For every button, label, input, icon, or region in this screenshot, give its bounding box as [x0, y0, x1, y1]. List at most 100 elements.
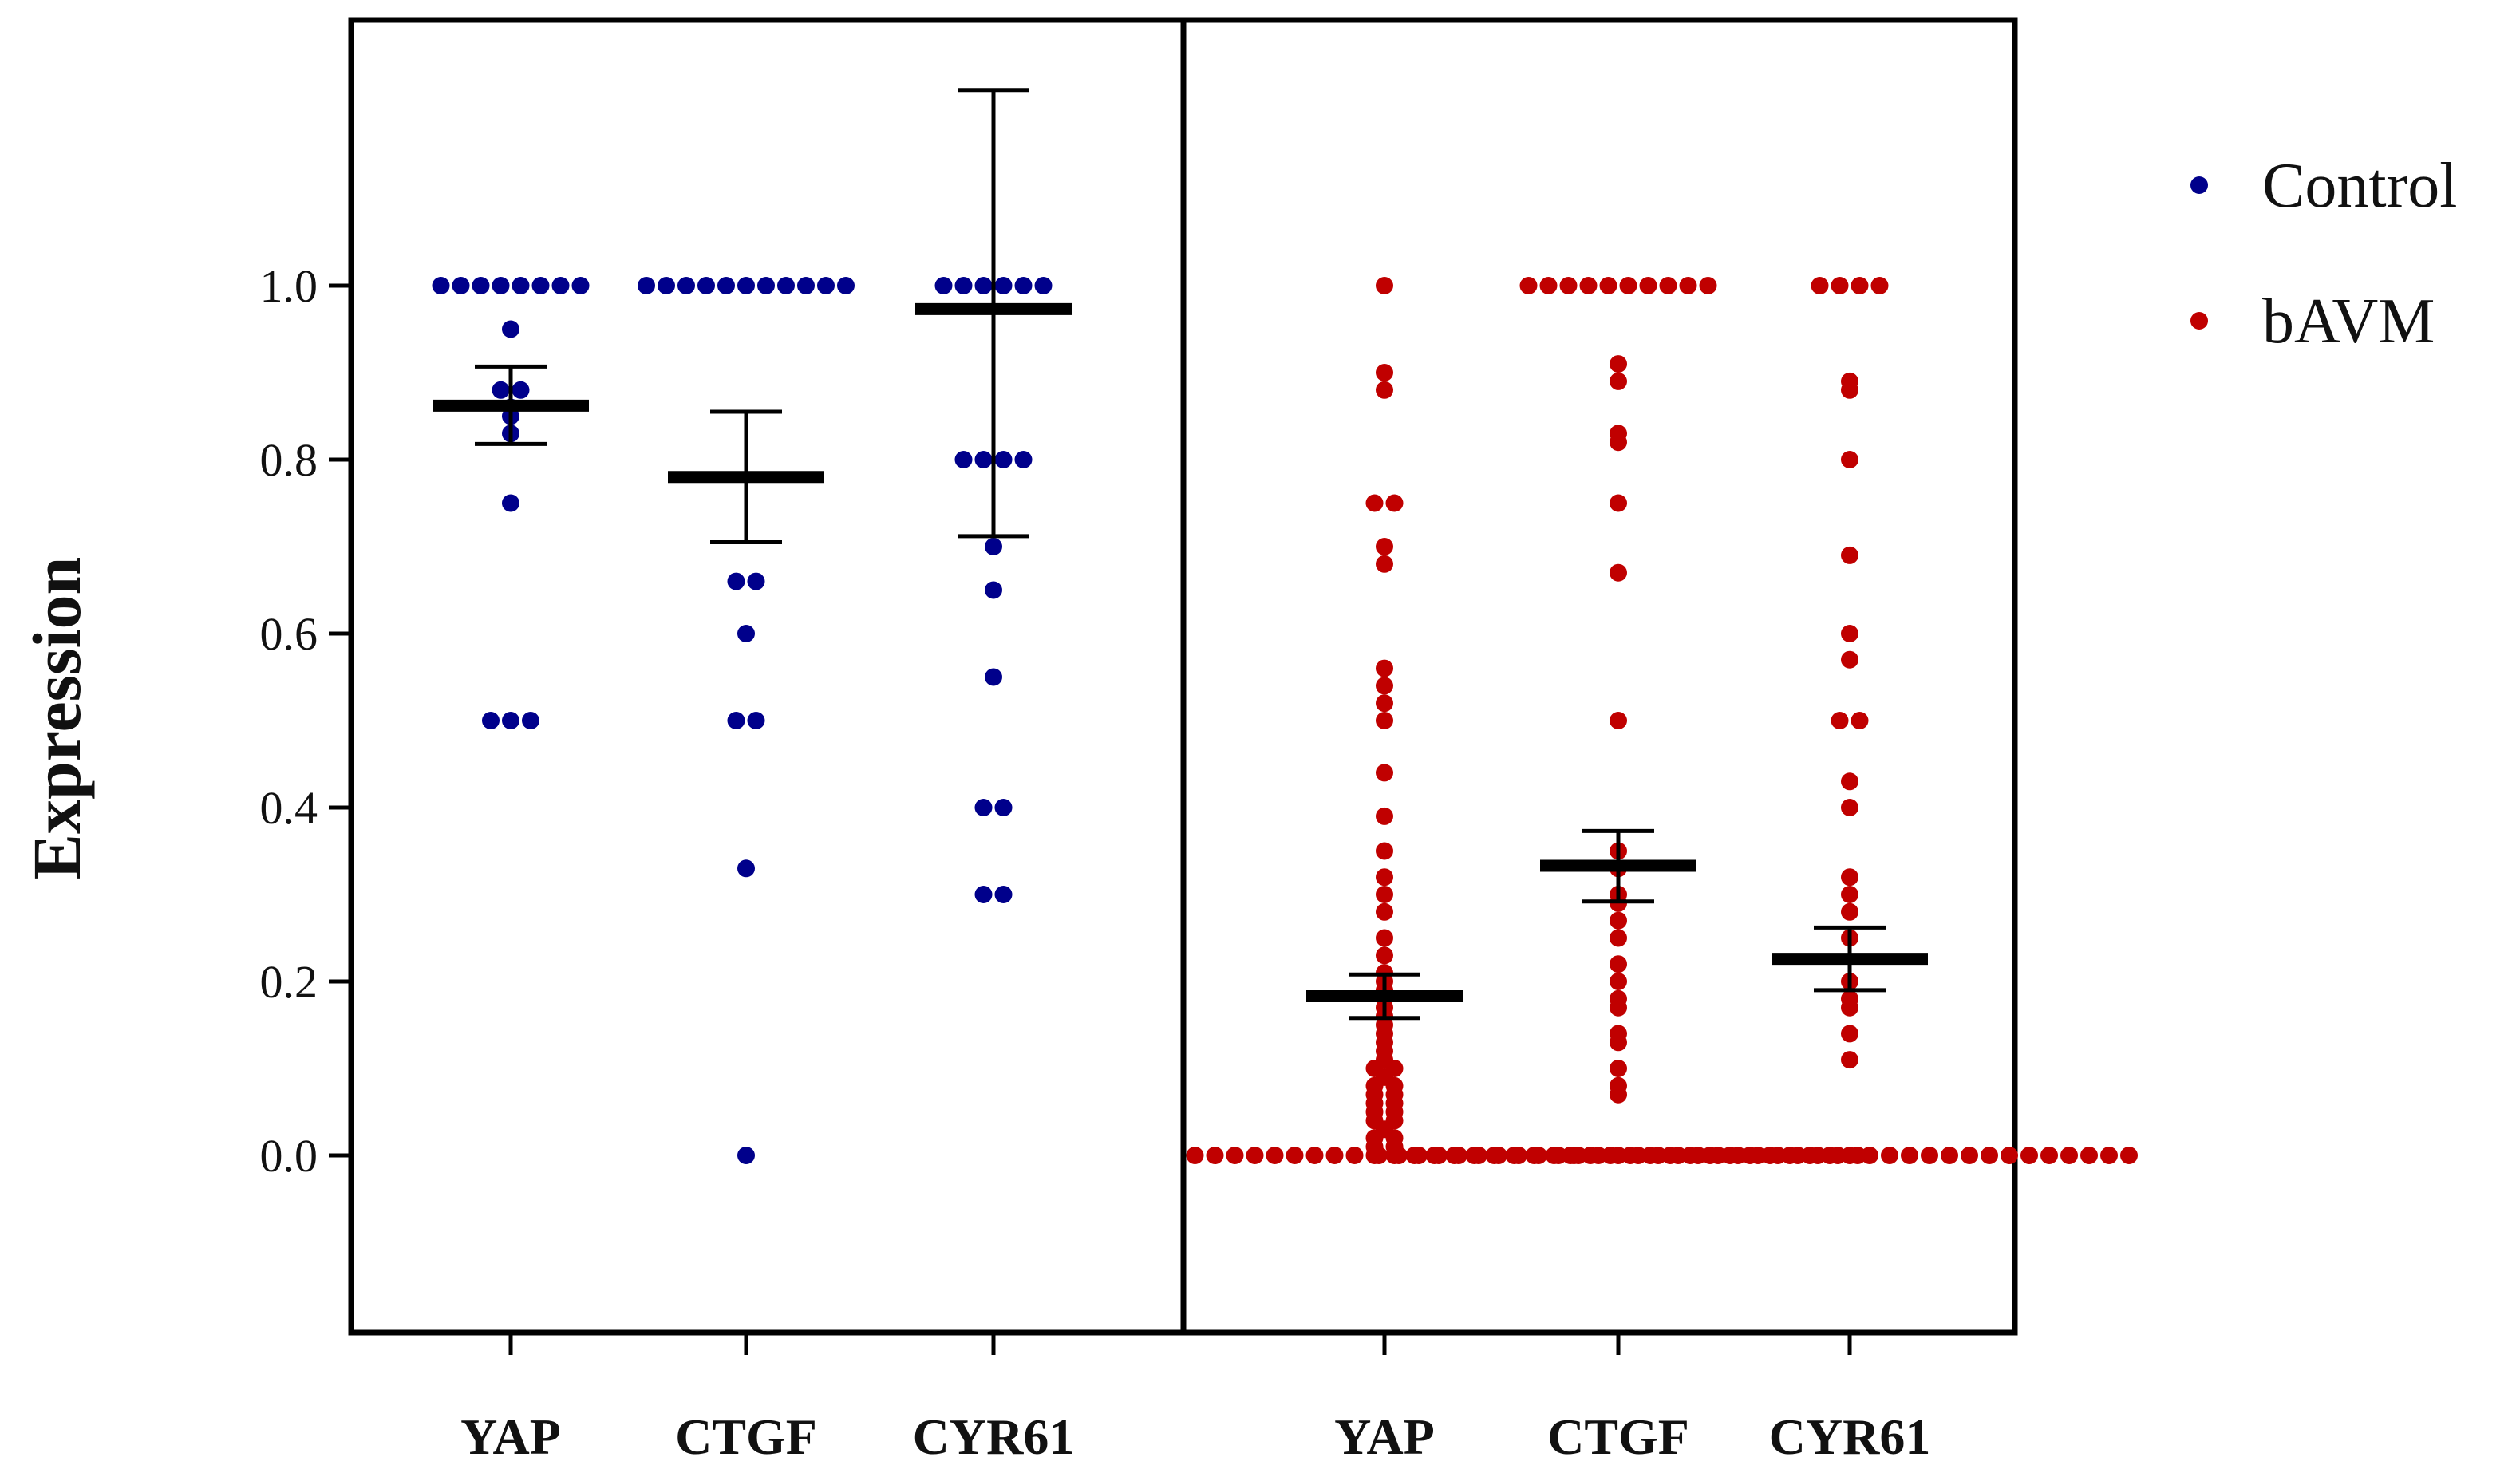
point-control-yap	[512, 381, 530, 399]
point-bavm-cyr61	[1841, 1147, 1858, 1164]
point-bavm-yap	[1385, 494, 1404, 512]
point-bavm-cyr61	[1881, 1147, 1898, 1164]
point-control-yap	[551, 277, 570, 294]
point-bavm-yap	[1376, 277, 1393, 294]
point-control-yap	[492, 381, 510, 399]
point-bavm-ctgf	[1470, 1147, 1487, 1164]
point-control-ctgf	[737, 277, 755, 294]
point-bavm-yap	[1305, 1147, 1324, 1164]
point-bavm-cyr61	[1841, 998, 1858, 1017]
point-control-yap	[492, 277, 510, 294]
point-bavm-yap	[1376, 868, 1393, 887]
legend-marker-control	[2190, 176, 2208, 194]
axes	[329, 17, 2018, 1355]
point-bavm-cyr61	[1841, 625, 1858, 642]
point-control-cyr61	[994, 451, 1013, 468]
point-bavm-cyr61	[1861, 1147, 1878, 1164]
point-bavm-ctgf	[1610, 355, 1627, 373]
point-bavm-cyr61	[1841, 1051, 1858, 1069]
point-bavm-cyr61	[1841, 799, 1858, 816]
point-bavm-yap	[1376, 712, 1393, 729]
point-control-cyr61	[985, 581, 1002, 599]
point-bavm-yap	[1376, 677, 1393, 695]
x-tick-label-control-ctgf: CTGF	[675, 1408, 817, 1465]
point-bavm-ctgf	[1659, 277, 1677, 294]
point-bavm-ctgf	[1619, 277, 1637, 294]
point-control-cyr61	[934, 277, 953, 294]
point-bavm-ctgf	[1610, 1033, 1627, 1052]
x-tick-label-bavm-ctgf: CTGF	[1547, 1408, 1689, 1465]
point-bavm-ctgf	[1539, 277, 1558, 294]
point-bavm-cyr61	[1831, 277, 1849, 294]
point-bavm-cyr61	[1841, 886, 1858, 903]
point-bavm-cyr61	[1841, 381, 1858, 399]
point-bavm-cyr61	[1841, 902, 1858, 921]
point-control-ctgf	[747, 572, 765, 590]
point-control-cyr61	[974, 799, 993, 816]
point-bavm-cyr61	[1961, 1147, 1978, 1164]
point-bavm-yap	[1345, 1147, 1364, 1164]
point-control-ctgf	[638, 277, 655, 294]
legend-marker-bavm	[2190, 312, 2208, 330]
y-tick-label: 0.4	[260, 782, 318, 834]
legend: Control bAVM	[2190, 151, 2457, 357]
point-bavm-ctgf	[1610, 494, 1627, 512]
point-control-ctgf	[757, 277, 775, 294]
point-control-ctgf	[747, 712, 765, 729]
point-bavm-ctgf	[1519, 277, 1538, 294]
point-control-yap	[482, 712, 500, 729]
point-bavm-ctgf	[1639, 277, 1657, 294]
y-tick-label: 0.8	[260, 434, 318, 486]
point-bavm-ctgf	[1370, 1147, 1388, 1164]
point-bavm-yap	[1376, 946, 1393, 965]
point-bavm-ctgf	[1610, 955, 1627, 973]
point-bavm-ctgf	[1450, 1147, 1467, 1164]
point-bavm-ctgf	[1430, 1147, 1448, 1164]
y-tick-label: 1.0	[260, 260, 318, 312]
point-control-yap	[452, 277, 470, 294]
point-bavm-ctgf	[1610, 911, 1627, 930]
point-bavm-cyr61	[1851, 712, 1869, 729]
point-bavm-cyr61	[2100, 1147, 2118, 1164]
point-control-ctgf	[737, 859, 755, 878]
point-bavm-yap	[1376, 538, 1393, 555]
point-control-yap	[472, 277, 490, 294]
point-control-ctgf	[737, 1147, 755, 1164]
point-control-cyr61	[985, 668, 1002, 686]
point-bavm-ctgf	[1610, 563, 1627, 582]
point-bavm-yap	[1376, 886, 1393, 903]
point-bavm-yap	[1376, 902, 1393, 921]
point-control-yap	[522, 712, 539, 729]
point-bavm-ctgf	[1410, 1147, 1428, 1164]
axis-labels: 0.0 0.2 0.4 0.6 0.8 1.0 Expression YAP CTGF CYR61…	[18, 260, 1930, 1465]
point-bavm-ctgf	[1510, 1147, 1527, 1164]
point-bavm-cyr61	[1841, 650, 1858, 669]
point-bavm-yap	[1376, 764, 1393, 782]
point-bavm-cyr61	[1801, 1147, 1819, 1164]
point-bavm-cyr61	[1621, 1147, 1639, 1164]
point-bavm-cyr61	[1841, 451, 1858, 468]
point-control-ctgf	[797, 277, 815, 294]
point-bavm-yap	[1206, 1147, 1224, 1164]
point-bavm-yap	[1246, 1147, 1264, 1164]
point-control-yap	[502, 320, 519, 338]
point-bavm-cyr61	[1841, 868, 1858, 887]
point-bavm-ctgf	[1390, 1147, 1408, 1164]
point-control-yap	[571, 277, 590, 294]
point-control-ctgf	[727, 712, 745, 729]
point-bavm-yap	[1376, 364, 1393, 381]
point-bavm-cyr61	[1741, 1147, 1759, 1164]
point-control-cyr61	[1014, 451, 1033, 468]
point-bavm-yap	[1226, 1147, 1244, 1164]
point-bavm-ctgf	[1610, 998, 1627, 1017]
point-bavm-cyr61	[2060, 1147, 2078, 1164]
point-control-yap	[432, 277, 450, 294]
point-bavm-ctgf	[1610, 433, 1627, 452]
point-control-ctgf	[727, 572, 745, 590]
point-control-ctgf	[777, 277, 795, 294]
y-tick-label: 0.0	[260, 1130, 318, 1182]
point-bavm-cyr61	[1841, 1025, 1858, 1043]
point-control-ctgf	[697, 277, 715, 294]
point-bavm-cyr61	[1870, 277, 1889, 294]
